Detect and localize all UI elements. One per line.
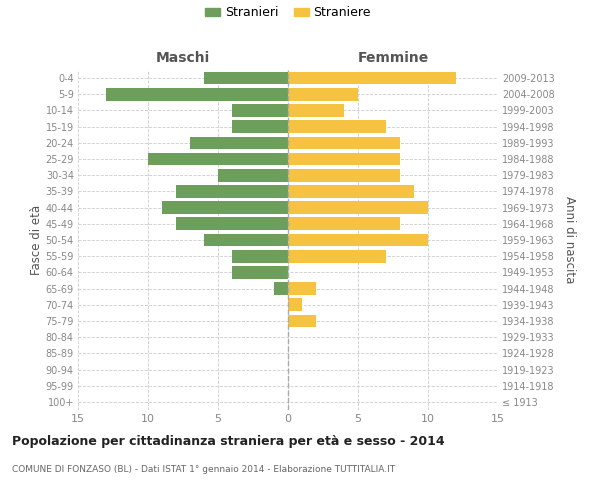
Bar	[288, 185, 414, 198]
Bar	[288, 282, 316, 295]
Text: COMUNE DI FONZASO (BL) - Dati ISTAT 1° gennaio 2014 - Elaborazione TUTTITALIA.IT: COMUNE DI FONZASO (BL) - Dati ISTAT 1° g…	[12, 465, 395, 474]
Bar	[204, 234, 288, 246]
Legend: Stranieri, Straniere: Stranieri, Straniere	[200, 2, 376, 24]
Bar	[288, 314, 316, 328]
Bar	[288, 72, 456, 85]
Bar	[176, 218, 288, 230]
Bar	[288, 152, 400, 166]
Bar	[288, 169, 400, 181]
Bar	[288, 298, 302, 311]
Y-axis label: Anni di nascita: Anni di nascita	[563, 196, 576, 284]
Bar	[288, 88, 358, 101]
Bar	[232, 266, 288, 278]
Bar	[232, 250, 288, 262]
Bar	[162, 202, 288, 214]
Bar	[176, 185, 288, 198]
Bar	[232, 120, 288, 133]
Bar	[288, 218, 400, 230]
Text: Maschi: Maschi	[156, 51, 210, 65]
Bar	[288, 202, 428, 214]
Bar	[288, 250, 386, 262]
Bar	[288, 136, 400, 149]
Bar	[232, 104, 288, 117]
Bar	[190, 136, 288, 149]
Bar	[274, 282, 288, 295]
Bar	[288, 120, 386, 133]
Bar	[288, 104, 344, 117]
Bar	[106, 88, 288, 101]
Bar	[288, 234, 428, 246]
Bar	[218, 169, 288, 181]
Bar	[204, 72, 288, 85]
Bar	[148, 152, 288, 166]
Text: Femmine: Femmine	[358, 51, 428, 65]
Text: Popolazione per cittadinanza straniera per età e sesso - 2014: Popolazione per cittadinanza straniera p…	[12, 435, 445, 448]
Y-axis label: Fasce di età: Fasce di età	[29, 205, 43, 275]
